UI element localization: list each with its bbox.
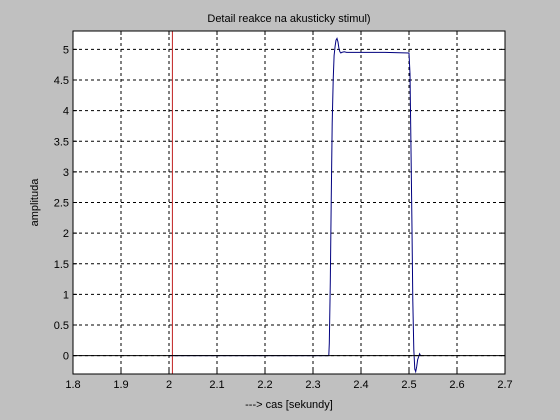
y-tick-label: 3.5 (54, 136, 69, 148)
y-tick-label: 1 (63, 289, 69, 301)
y-tick-label: 0 (63, 351, 69, 363)
y-tick-label: 4 (63, 106, 69, 118)
x-tick-label: 2.3 (305, 379, 320, 391)
x-tick-label: 2.7 (497, 379, 512, 391)
x-tick-label: 1.8 (65, 379, 80, 391)
y-tick-label: 0.5 (54, 320, 69, 332)
y-tick-label: 1.5 (54, 259, 69, 271)
y-axis-label: amplituda (29, 178, 41, 227)
chart-title: Detail reakce na akusticky stimul) (207, 13, 370, 25)
x-tick-label: 2.4 (353, 379, 368, 391)
x-tick-labels: 1.8 1.9 2 2.1 2.2 2.3 2.4 2.5 2.6 2.7 (65, 379, 512, 391)
x-tick-label: 1.9 (113, 379, 128, 391)
x-axis-label: ---> cas [sekundy] (245, 399, 333, 411)
y-tick-label: 5 (63, 44, 69, 56)
y-tick-label: 2 (63, 228, 69, 240)
y-tick-labels: 0 0.5 1 1.5 2 2.5 3 3.5 4 4.5 5 (54, 44, 69, 362)
y-tick-label: 3 (63, 167, 69, 179)
series-line-1 (169, 37, 422, 374)
y-tick-label: 4.5 (54, 75, 69, 87)
series-layer (73, 31, 505, 374)
y-tick-label: 2.5 (54, 198, 69, 210)
x-tick-label: 2 (166, 379, 172, 391)
x-tick-label: 2.5 (401, 379, 416, 391)
ticks (72, 31, 506, 374)
grid (73, 31, 505, 374)
x-tick-label: 2.2 (257, 379, 272, 391)
x-tick-label: 2.1 (209, 379, 224, 391)
x-tick-label: 2.6 (449, 379, 464, 391)
